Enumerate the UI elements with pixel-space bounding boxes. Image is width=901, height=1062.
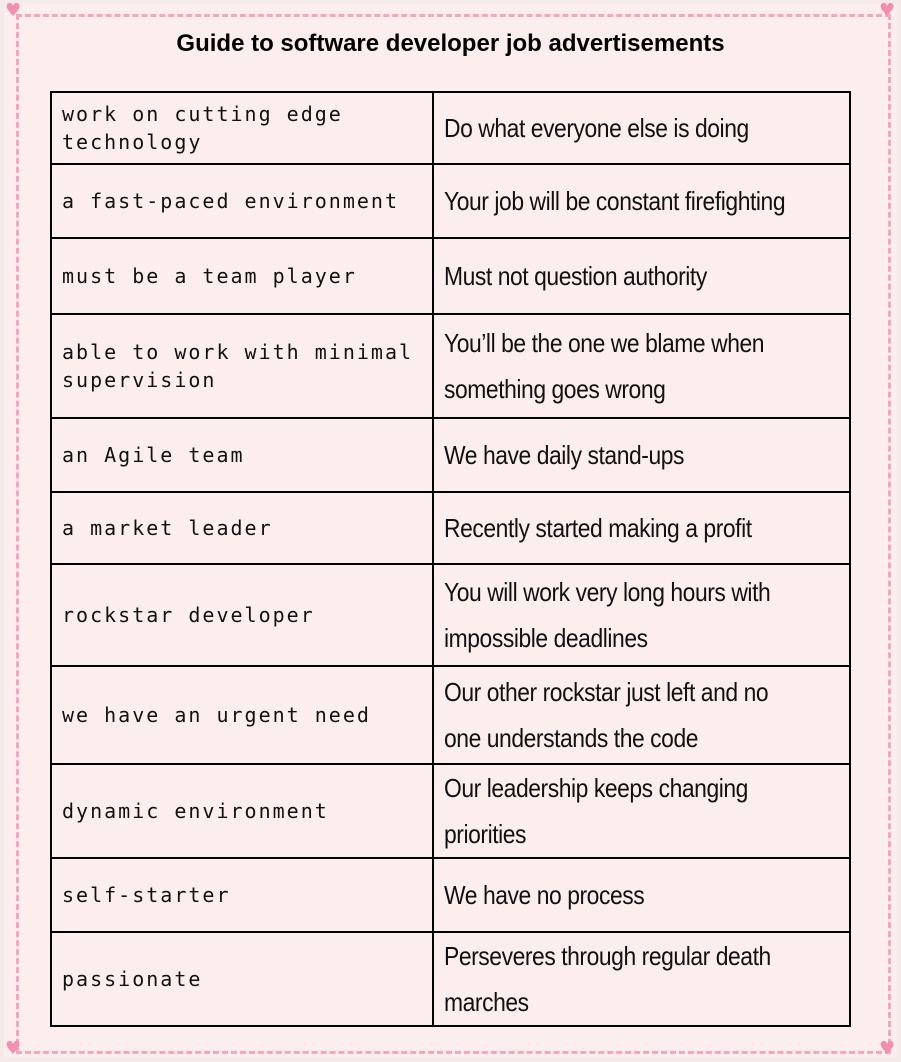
meaning-line: We have no process xyxy=(444,880,645,910)
real-meaning: Our other rockstar just left and no one u… xyxy=(432,665,851,765)
meaning-line: You will work very long hours with xyxy=(444,577,771,607)
meaning-line: marches xyxy=(444,987,529,1017)
dashed-border xyxy=(16,14,891,1054)
ad-phrase: self-starter xyxy=(50,857,434,933)
table-row: work on cutting edge technology Do what e… xyxy=(50,91,851,165)
meaning-line: Must not question authority xyxy=(444,261,707,291)
real-meaning: You will work very long hours with imposs… xyxy=(432,563,851,667)
ad-phrase: we have an urgent need xyxy=(50,665,434,765)
real-meaning: Must not question authority xyxy=(432,237,851,315)
ad-phrase: able to work with minimal supervision xyxy=(50,313,434,419)
table-row: a fast-paced environment Your job will be… xyxy=(50,163,851,239)
table-row: dynamic environment Our leadership keeps … xyxy=(50,763,851,859)
real-meaning: You’ll be the one we blame when something… xyxy=(432,313,851,419)
real-meaning: Recently started making a profit xyxy=(432,491,851,565)
real-meaning: Your job will be constant firefighting xyxy=(432,163,851,239)
real-meaning: Perseveres through regular death marches xyxy=(432,931,851,1027)
ad-phrase: dynamic environment xyxy=(50,763,434,859)
table-row: able to work with minimal supervision You… xyxy=(50,313,851,419)
page-title: Guide to software developer job advertis… xyxy=(176,30,725,57)
meaning-line: Recently started making a profit xyxy=(444,513,752,543)
guide-table: work on cutting edge technology Do what e… xyxy=(50,91,851,1027)
meaning-line: priorities xyxy=(444,819,527,849)
meaning-line: Perseveres through regular death xyxy=(444,941,771,971)
meaning-line: something goes wrong xyxy=(444,374,666,404)
meaning-line: We have daily stand-ups xyxy=(444,440,685,470)
table-row: must be a team player Must not question a… xyxy=(50,237,851,315)
heart-icon: ♥ xyxy=(5,1038,22,1059)
ad-phrase: work on cutting edge technology xyxy=(50,91,434,165)
meaning-line: one understands the code xyxy=(444,723,699,753)
meaning-line: impossible deadlines xyxy=(444,623,648,653)
table-row: rockstar developer You will work very lon… xyxy=(50,563,851,667)
real-meaning: We have no process xyxy=(432,857,851,933)
ad-phrase: a fast-paced environment xyxy=(50,163,434,239)
table-row: a market leader Recently started making a… xyxy=(50,491,851,565)
ad-phrase: an Agile team xyxy=(50,417,434,493)
ad-phrase: a market leader xyxy=(50,491,434,565)
table-row: self-starter We have no process xyxy=(50,857,851,933)
real-meaning: Our leadership keeps changing priorities xyxy=(432,763,851,859)
heart-icon: ♥ xyxy=(5,0,22,21)
heart-icon: ♥ xyxy=(879,1038,896,1059)
meaning-line: You’ll be the one we blame when xyxy=(444,328,765,358)
heart-icon: ♥ xyxy=(879,0,896,21)
meaning-line: Our other rockstar just left and no xyxy=(444,677,769,707)
table-row: we have an urgent need Our other rockstar… xyxy=(50,665,851,765)
ad-phrase: passionate xyxy=(50,931,434,1027)
table-row: passionate Perseveres through regular dea… xyxy=(50,931,851,1027)
real-meaning: Do what everyone else is doing xyxy=(432,91,851,165)
ad-phrase: must be a team player xyxy=(50,237,434,315)
table-row: an Agile team We have daily stand-ups xyxy=(50,417,851,493)
real-meaning: We have daily stand-ups xyxy=(432,417,851,493)
meaning-line: Do what everyone else is doing xyxy=(444,113,749,143)
meaning-line: Your job will be constant firefighting xyxy=(444,186,786,216)
meaning-line: Our leadership keeps changing xyxy=(444,773,748,803)
ad-phrase: rockstar developer xyxy=(50,563,434,667)
